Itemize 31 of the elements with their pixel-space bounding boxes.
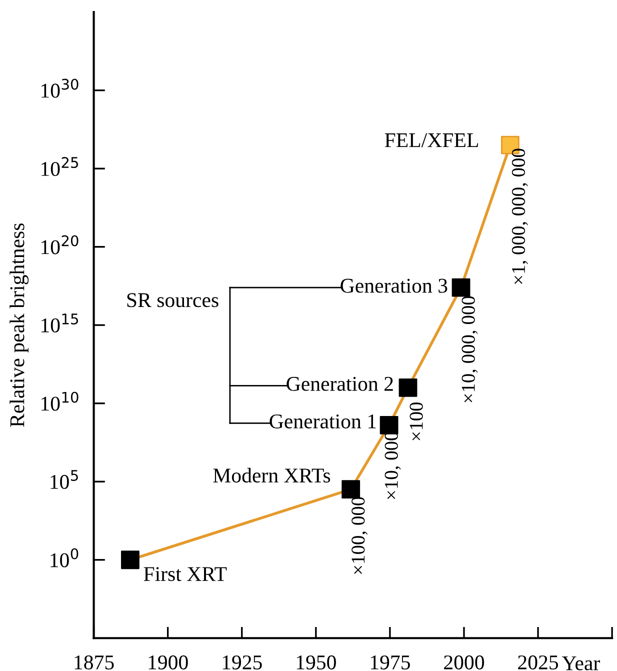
annotation: SR sources <box>127 293 218 308</box>
annotation: ×10, 000, 000 <box>462 296 478 402</box>
annotation: First XRT <box>144 567 227 582</box>
y-tick-label: 10$^{25}$ <box>42 156 78 176</box>
y-tick-label: 10$^{30}$ <box>42 78 78 98</box>
x-tick-label: 1975 <box>370 655 410 670</box>
y-tick-label: 10$^{15}$ <box>42 314 78 332</box>
annotation: Modern XRTs <box>213 468 330 483</box>
annotation: Generation 2 <box>286 376 393 391</box>
y-tick-label: 10$^{10}$ <box>42 392 78 411</box>
x-tick-label: 1900 <box>148 655 188 670</box>
y-tick-label: 10$^{5}$ <box>50 470 78 489</box>
x-axis-title: Year <box>562 656 600 670</box>
y-axis-title: Relative peak brightness <box>10 223 29 427</box>
x-tick-label: 2000 <box>444 655 484 670</box>
annotation: ×1, 000, 000, 000 <box>512 148 528 284</box>
x-tick-label: 2025 <box>518 655 558 670</box>
point <box>380 416 398 434</box>
annotation: Generation 1 <box>270 414 376 428</box>
point <box>342 480 360 499</box>
x-tick-label: 1875 <box>74 655 114 670</box>
point <box>398 378 418 397</box>
point <box>121 550 140 570</box>
annotation: FEL/XFEL <box>384 133 478 148</box>
x-tick-label: 1925 <box>222 655 262 670</box>
annotation: ×100 <box>410 402 423 440</box>
y-tick-label: 10$^{20}$ <box>42 235 78 254</box>
point <box>452 278 470 297</box>
x-tick-label: 1950 <box>296 655 336 670</box>
y-tick-label: 10$^{0}$ <box>50 548 78 568</box>
annotation: Generation 3 <box>340 278 448 293</box>
